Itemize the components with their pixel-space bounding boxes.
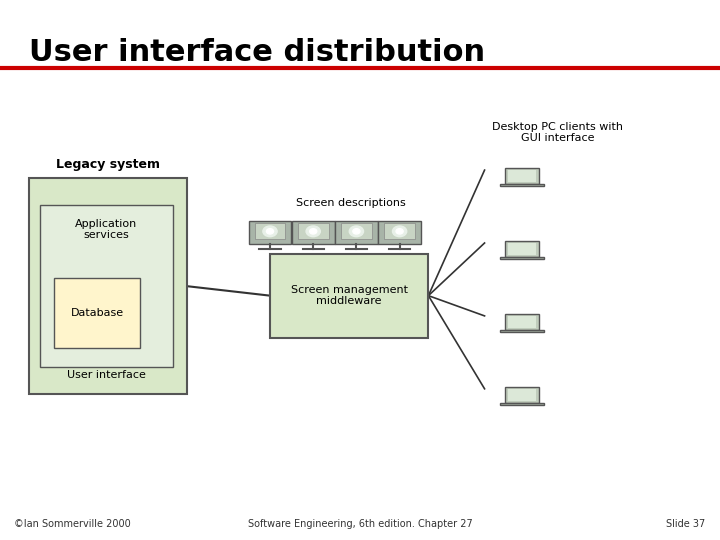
FancyBboxPatch shape	[508, 243, 536, 255]
FancyBboxPatch shape	[505, 241, 539, 257]
FancyBboxPatch shape	[335, 221, 378, 244]
FancyBboxPatch shape	[508, 316, 536, 328]
FancyBboxPatch shape	[292, 221, 335, 244]
FancyBboxPatch shape	[384, 223, 415, 239]
FancyBboxPatch shape	[378, 221, 421, 244]
Circle shape	[310, 228, 317, 234]
FancyBboxPatch shape	[29, 178, 187, 394]
FancyBboxPatch shape	[40, 205, 173, 367]
Text: Desktop PC clients with
GUI interface: Desktop PC clients with GUI interface	[492, 122, 624, 143]
FancyBboxPatch shape	[500, 257, 544, 259]
FancyBboxPatch shape	[500, 330, 544, 332]
Text: Screen descriptions: Screen descriptions	[297, 198, 406, 208]
Text: Application
services: Application services	[75, 219, 138, 240]
Text: User interface distribution: User interface distribution	[29, 38, 485, 67]
Circle shape	[396, 228, 403, 234]
FancyBboxPatch shape	[54, 278, 140, 348]
FancyBboxPatch shape	[298, 223, 328, 239]
FancyBboxPatch shape	[505, 168, 539, 184]
Text: ©Ian Sommerville 2000: ©Ian Sommerville 2000	[14, 519, 131, 529]
FancyBboxPatch shape	[248, 221, 292, 244]
Text: Slide 37: Slide 37	[666, 519, 706, 529]
FancyBboxPatch shape	[341, 223, 372, 239]
Circle shape	[392, 226, 407, 237]
FancyBboxPatch shape	[255, 223, 285, 239]
FancyBboxPatch shape	[500, 184, 544, 186]
FancyBboxPatch shape	[508, 170, 536, 182]
FancyBboxPatch shape	[500, 403, 544, 405]
Text: Software Engineering, 6th edition. Chapter 27: Software Engineering, 6th edition. Chapt…	[248, 519, 472, 529]
FancyBboxPatch shape	[508, 389, 536, 401]
Circle shape	[353, 228, 360, 234]
Circle shape	[349, 226, 364, 237]
Circle shape	[306, 226, 320, 237]
Text: Database: Database	[71, 308, 124, 318]
FancyBboxPatch shape	[505, 387, 539, 403]
Text: User interface: User interface	[67, 370, 146, 380]
FancyBboxPatch shape	[270, 254, 428, 338]
Circle shape	[263, 226, 277, 237]
Text: Screen management
middleware: Screen management middleware	[291, 285, 408, 307]
FancyBboxPatch shape	[505, 314, 539, 330]
Text: Legacy system: Legacy system	[56, 158, 160, 171]
Circle shape	[266, 228, 274, 234]
